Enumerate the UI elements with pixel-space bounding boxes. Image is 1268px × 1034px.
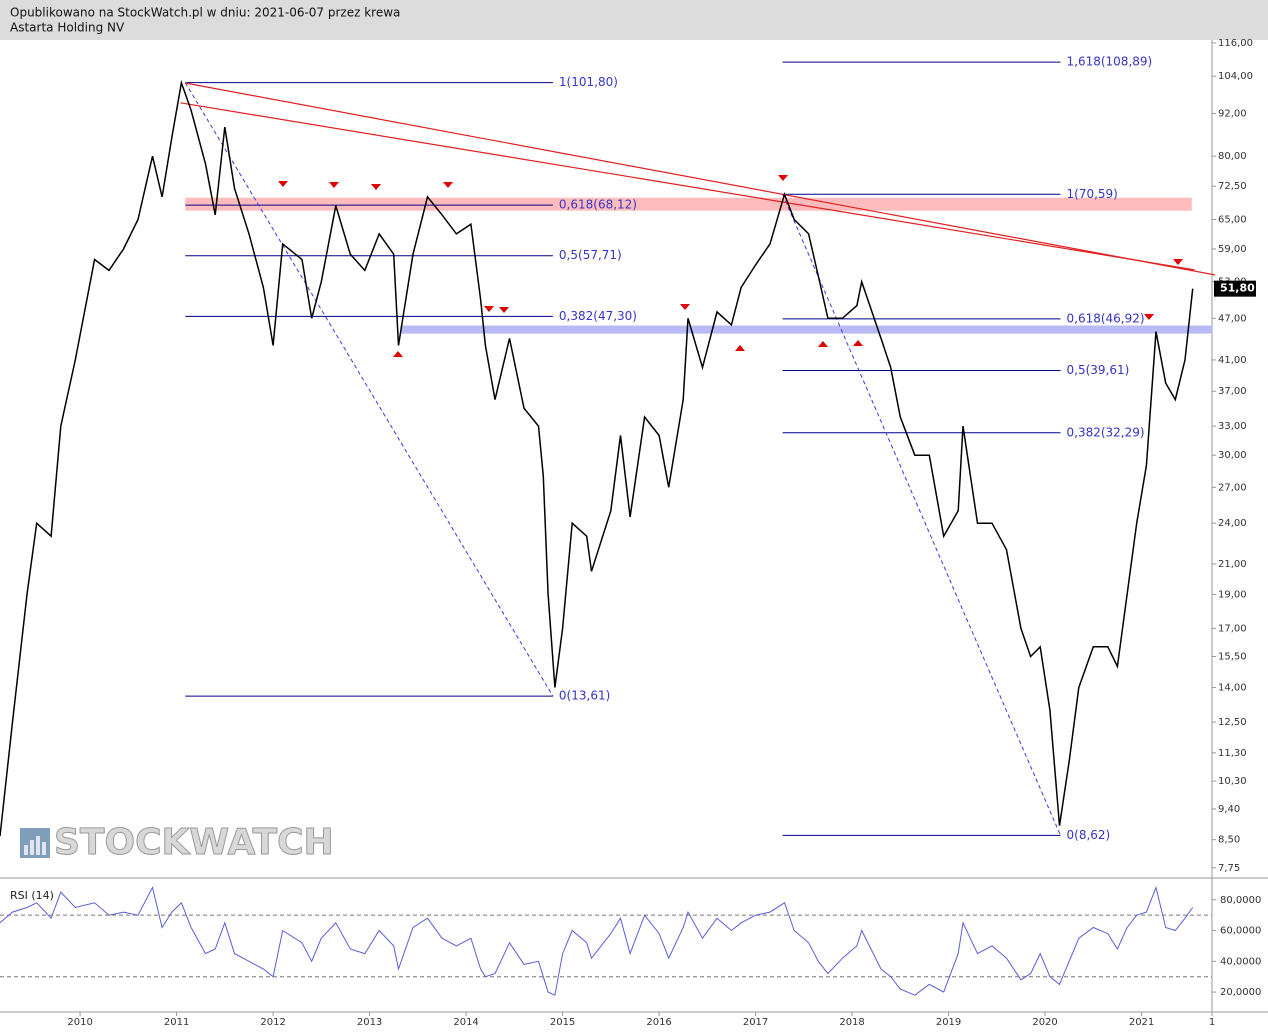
rsi-title: RSI (14) xyxy=(10,889,54,902)
last-price-label: 51,80 xyxy=(1220,282,1255,295)
y-tick-label: 40,0000 xyxy=(1220,956,1261,967)
header-bar xyxy=(0,0,1268,40)
last-price-box xyxy=(1214,280,1256,297)
x-tick-label: 2021 xyxy=(1129,1017,1154,1028)
x-tick-label: 1 xyxy=(1209,1017,1215,1028)
y-tick-label: 17,00 xyxy=(1218,623,1247,634)
watermark: STOCKWATCH xyxy=(54,822,334,863)
signal-down xyxy=(778,175,788,181)
y-tick-label: 19,00 xyxy=(1218,589,1247,600)
y-tick-label: 104,00 xyxy=(1218,71,1253,82)
fib-label: 0,5(57,71) xyxy=(559,248,622,262)
fib-label: 0,618(46,92) xyxy=(1067,311,1145,325)
signal-up xyxy=(818,341,828,347)
signal-up xyxy=(853,340,863,346)
signal-down xyxy=(484,306,494,312)
fib-label: 1(70,59) xyxy=(1067,187,1118,201)
signal-down xyxy=(1144,314,1154,320)
y-tick-label: 12,50 xyxy=(1218,717,1247,728)
signal-down xyxy=(329,182,339,188)
y-tick-label: 21,00 xyxy=(1218,559,1247,570)
signal-down xyxy=(680,304,690,310)
x-tick-label: 2018 xyxy=(839,1017,864,1028)
price-line xyxy=(0,79,1194,837)
x-tick-label: 2010 xyxy=(67,1017,92,1028)
y-tick-label: 10,30 xyxy=(1218,776,1247,787)
retracement-line xyxy=(782,194,1061,836)
y-tick-label: 30,00 xyxy=(1218,450,1247,461)
y-tick-label: 60,0000 xyxy=(1220,926,1261,937)
y-tick-label: 80,0000 xyxy=(1220,895,1261,906)
fib-label: 1,618(108,89) xyxy=(1067,55,1153,69)
x-tick-label: 2019 xyxy=(936,1017,961,1028)
y-tick-label: 24,00 xyxy=(1218,518,1247,529)
zone xyxy=(400,325,1212,334)
x-tick-label: 2017 xyxy=(743,1017,768,1028)
y-tick-label: 9,40 xyxy=(1218,804,1240,815)
x-tick-label: 2011 xyxy=(164,1017,189,1028)
fib-label: 0,618(68,12) xyxy=(559,198,637,212)
signal-up xyxy=(393,351,403,357)
retracement-line xyxy=(184,82,554,697)
fib-label: 0,382(32,29) xyxy=(1067,425,1145,439)
y-tick-label: 33,00 xyxy=(1218,421,1247,432)
signal-down xyxy=(499,307,509,313)
trend-line xyxy=(180,102,1195,271)
trend-line xyxy=(185,82,1216,276)
fib-label: 0(8,62) xyxy=(1067,828,1111,842)
x-tick-label: 2014 xyxy=(453,1017,478,1028)
y-tick-label: 37,00 xyxy=(1218,386,1247,397)
y-tick-label: 11,30 xyxy=(1218,748,1247,759)
y-tick-label: 47,00 xyxy=(1218,313,1247,324)
rsi-line xyxy=(0,885,1194,996)
y-tick-label: 41,00 xyxy=(1218,355,1247,366)
signal-down xyxy=(1173,259,1183,265)
x-tick-label: 2013 xyxy=(357,1017,382,1028)
header-line: Astarta Holding NV xyxy=(10,21,125,35)
y-tick-label: 72,50 xyxy=(1218,181,1247,192)
y-tick-label: 15,50 xyxy=(1218,651,1247,662)
header-line: Opublikowano na StockWatch.pl w dniu: 20… xyxy=(10,6,400,20)
y-tick-label: 20,0000 xyxy=(1220,987,1261,998)
fib-label: 0,382(47,30) xyxy=(559,309,637,323)
y-tick-label: 27,00 xyxy=(1218,482,1247,493)
x-tick-label: 2015 xyxy=(550,1017,575,1028)
fib-label: 0(13,61) xyxy=(559,689,610,703)
fib-label: 0,5(39,61) xyxy=(1067,363,1130,377)
signal-up xyxy=(735,345,745,351)
y-tick-label: 80,00 xyxy=(1218,151,1247,162)
signal-down xyxy=(278,181,288,187)
signal-down xyxy=(443,182,453,188)
fib-label: 1(101,80) xyxy=(559,75,618,89)
y-tick-label: 14,00 xyxy=(1218,683,1247,694)
y-tick-label: 8,50 xyxy=(1218,835,1240,846)
y-tick-label: 116,00 xyxy=(1218,38,1253,49)
watermark-icon xyxy=(20,828,50,858)
y-tick-label: 7,75 xyxy=(1218,863,1240,874)
x-tick-label: 2016 xyxy=(646,1017,671,1028)
y-tick-label: 59,00 xyxy=(1218,244,1247,255)
y-tick-label: 65,00 xyxy=(1218,214,1247,225)
x-tick-label: 2012 xyxy=(260,1017,285,1028)
x-tick-label: 2020 xyxy=(1032,1017,1057,1028)
y-tick-label: 92,00 xyxy=(1218,109,1247,120)
signal-down xyxy=(371,184,381,190)
